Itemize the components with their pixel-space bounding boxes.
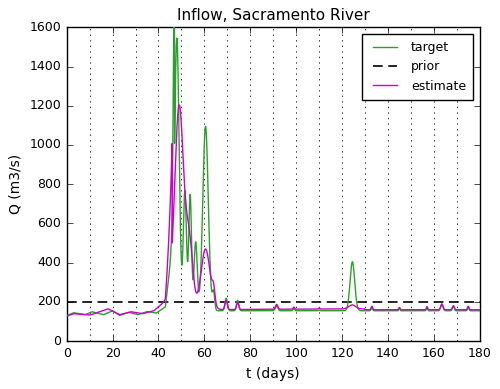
Legend: target, prior, estimate: target, prior, estimate — [362, 33, 474, 100]
estimate — [438, 305, 444, 309]
Line: estimate: estimate — [66, 105, 480, 316]
target — [179, 261, 185, 266]
target — [152, 310, 158, 315]
prior — [66, 300, 72, 304]
estimate — [314, 307, 320, 312]
estimate — [179, 137, 185, 141]
target — [476, 308, 482, 313]
prior — [64, 300, 70, 304]
X-axis label: t (days): t (days) — [246, 367, 300, 381]
estimate — [152, 307, 158, 312]
target — [171, 25, 177, 30]
target — [476, 308, 482, 313]
estimate — [176, 103, 182, 107]
estimate — [321, 307, 327, 311]
Y-axis label: Q (m3/s): Q (m3/s) — [8, 154, 22, 214]
Title: Inflow, Sacramento River: Inflow, Sacramento River — [177, 8, 370, 23]
target — [321, 308, 327, 313]
target — [438, 305, 444, 309]
estimate — [476, 307, 482, 312]
target — [64, 313, 70, 318]
target — [314, 308, 320, 313]
estimate — [476, 307, 482, 312]
Line: target: target — [66, 27, 480, 315]
estimate — [64, 314, 70, 318]
